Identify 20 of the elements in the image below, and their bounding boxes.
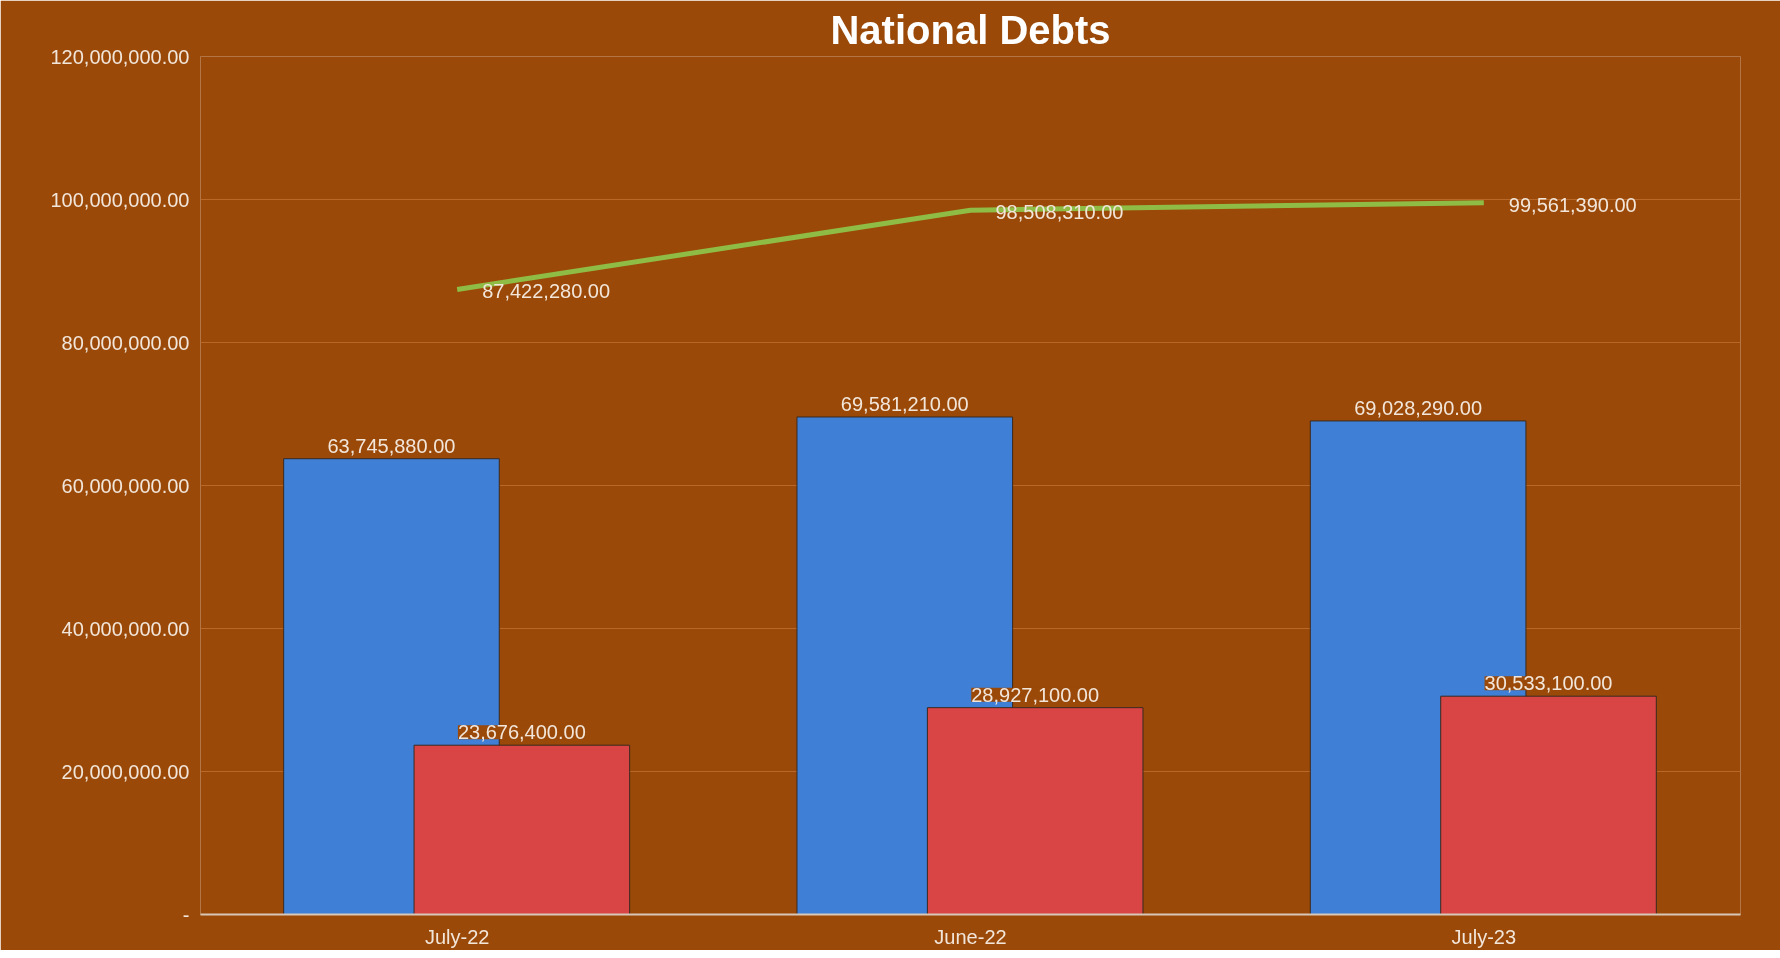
data-label: 28,927,100.00 bbox=[971, 683, 1100, 706]
chart-title: National Debts bbox=[830, 7, 1111, 52]
y-tick-label: 120,000,000.00 bbox=[50, 45, 190, 68]
data-label: 63,745,880.00 bbox=[327, 434, 456, 457]
y-tick-label: 20,000,000.00 bbox=[61, 760, 190, 783]
data-label: 69,581,210.00 bbox=[840, 392, 969, 415]
x-tick-label: July-22 bbox=[424, 925, 490, 948]
x-tick-label: July-23 bbox=[1451, 925, 1517, 948]
y-tick-label: 60,000,000.00 bbox=[61, 474, 190, 497]
y-tick-label: 100,000,000.00 bbox=[50, 188, 190, 211]
x-tick-label: June-22 bbox=[934, 925, 1007, 948]
data-label: 23,676,400.00 bbox=[457, 721, 586, 744]
y-tick-label: 40,000,000.00 bbox=[61, 617, 190, 640]
y-tick-label: 80,000,000.00 bbox=[61, 331, 190, 354]
data-label: 87,422,280.00 bbox=[482, 280, 611, 303]
data-label: 69,028,290.00 bbox=[1354, 396, 1483, 419]
y-tick-label: - bbox=[182, 903, 190, 926]
data-label: 30,533,100.00 bbox=[1484, 672, 1613, 695]
data-label: 99,561,390.00 bbox=[1508, 193, 1637, 216]
data-label: 98,508,310.00 bbox=[995, 201, 1124, 224]
